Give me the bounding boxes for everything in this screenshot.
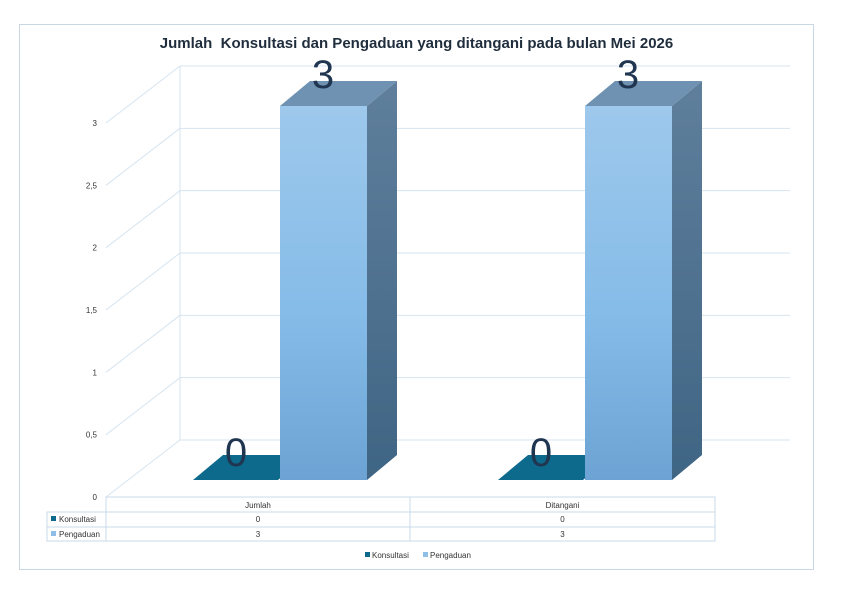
table-row-label-pengaduan: Pengaduan: [59, 530, 100, 539]
bar-konsultasi-ditangani: [498, 455, 613, 480]
legend: Konsultasi Pengaduan: [365, 551, 471, 560]
legend-label-konsultasi: Konsultasi: [372, 551, 409, 560]
gridline-side: [105, 127, 181, 186]
bar-konsultasi-jumlah: [193, 455, 308, 480]
gridline-side: [105, 252, 181, 311]
data-label-pengaduan-ditangani: 3: [617, 53, 639, 97]
bars-layer: 0 3 0 3: [193, 53, 702, 480]
table-header-ditangani: Ditangani: [546, 501, 580, 510]
y-tick-label: 2,5: [86, 181, 98, 190]
gridline-side: [105, 439, 181, 498]
chart-title: Jumlah Konsultasi dan Pengaduan yang dit…: [159, 35, 674, 52]
bar-pengaduan-top-ditangani: [585, 81, 702, 106]
y-tick-label: 1: [93, 368, 98, 377]
legend-key-konsultasi: [365, 552, 370, 557]
y-tick-label: 1,5: [86, 306, 98, 315]
gridline-side: [105, 65, 181, 124]
data-label-konsultasi-jumlah: 0: [225, 431, 247, 475]
table-legend-key: [51, 531, 56, 536]
table-legend-key: [51, 516, 56, 521]
table-row: [46, 511, 716, 528]
legend-key-pengaduan: [423, 552, 428, 557]
bar-pengaduan-top-jumlah: [280, 81, 397, 106]
table-cell: 3: [560, 530, 565, 539]
y-tick-label: 0: [93, 493, 98, 502]
data-table: Jumlah Ditangani Konsultasi 0 0 Pengaduan 3 3: [46, 496, 716, 542]
table-header-jumlah: Jumlah: [245, 501, 271, 510]
gridline-side: [105, 314, 181, 373]
table-cell: 0: [560, 515, 565, 524]
table-cell: 0: [256, 515, 261, 524]
bar-pengaduan-ditangani: [585, 106, 672, 480]
y-tick-label: 0,5: [86, 431, 98, 440]
data-label-pengaduan-jumlah: 3: [312, 53, 334, 97]
gridline-side: [105, 377, 181, 436]
data-label-konsultasi-ditangani: 0: [530, 431, 552, 475]
bar-pengaduan-jumlah: [280, 106, 367, 480]
table-cell: 3: [256, 530, 261, 539]
y-tick-label: 2: [93, 244, 98, 253]
bar-pengaduan-side-ditangani: [672, 81, 702, 480]
table-row: [46, 526, 716, 542]
gridline-side: [105, 190, 181, 249]
bar-pengaduan-side-jumlah: [367, 81, 397, 480]
legend-label-pengaduan: Pengaduan: [430, 551, 471, 560]
y-tick-label: 3: [93, 119, 98, 128]
table-row-label-konsultasi: Konsultasi: [59, 515, 96, 524]
